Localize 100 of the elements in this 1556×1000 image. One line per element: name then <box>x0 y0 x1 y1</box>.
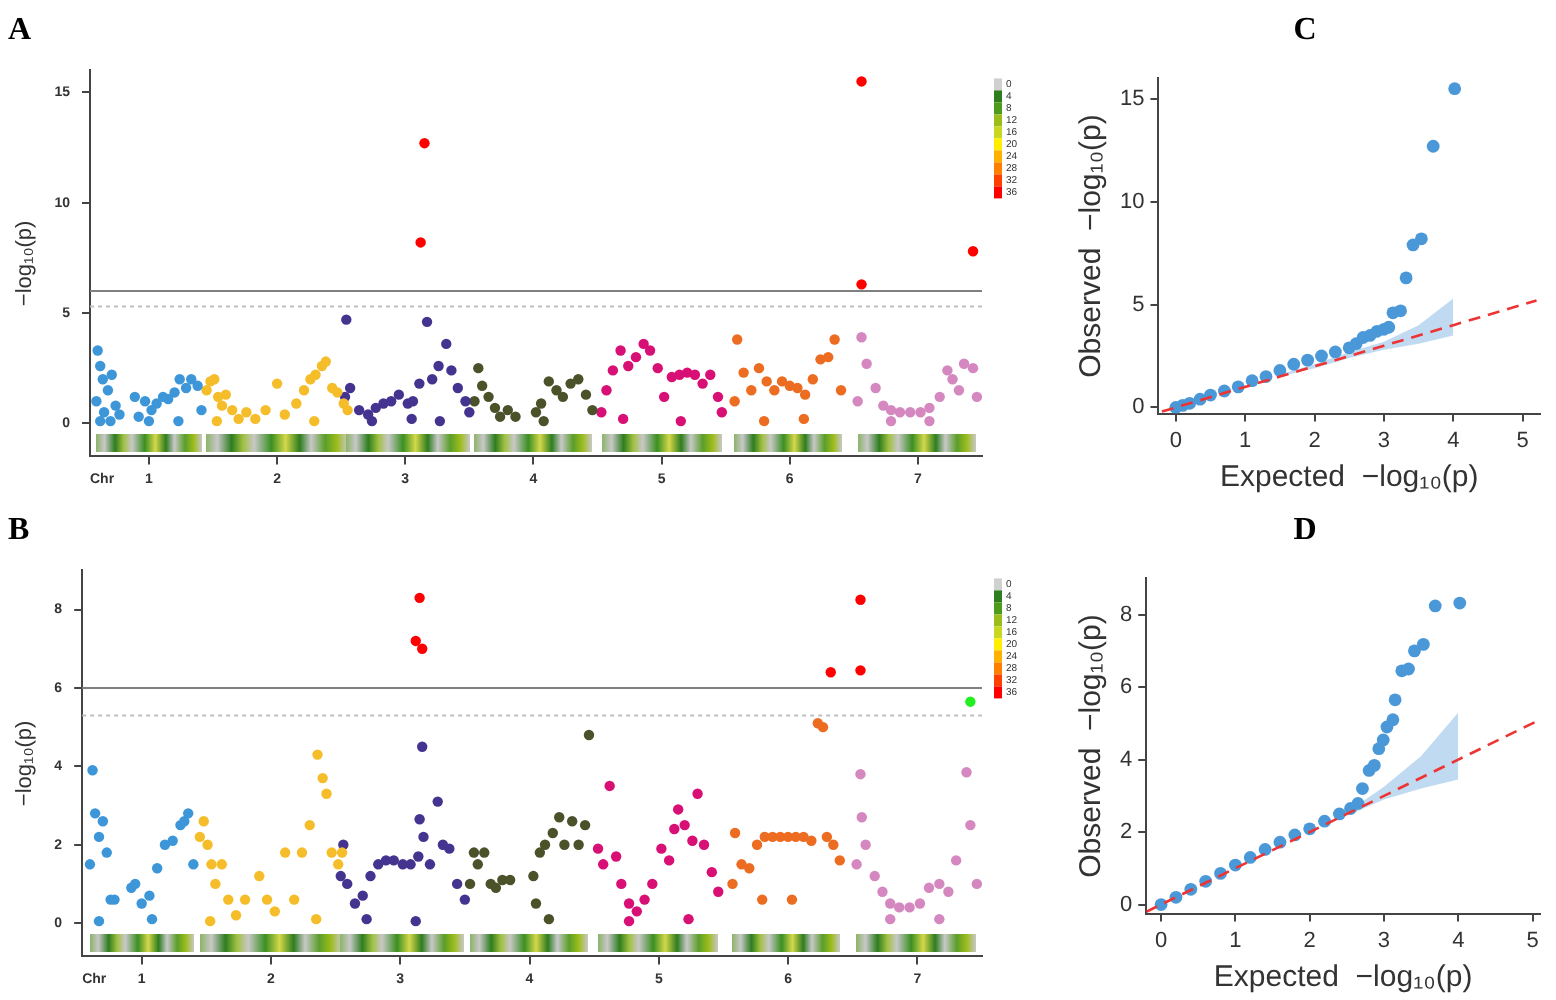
point <box>342 404 353 416</box>
point <box>186 374 197 385</box>
point <box>192 380 203 392</box>
point <box>336 847 348 858</box>
point <box>821 831 833 843</box>
point <box>1258 843 1272 856</box>
point <box>870 382 881 394</box>
point <box>923 882 935 894</box>
point <box>607 365 619 376</box>
point <box>697 378 708 389</box>
point <box>95 415 106 427</box>
point <box>732 334 743 345</box>
point <box>934 878 945 890</box>
point <box>204 915 216 927</box>
point <box>799 389 811 400</box>
point <box>289 894 300 905</box>
point <box>967 362 979 374</box>
point <box>971 878 982 890</box>
point <box>279 847 291 858</box>
point <box>610 851 622 862</box>
point <box>638 338 649 350</box>
point <box>1328 345 1342 359</box>
point <box>133 411 144 422</box>
point <box>365 870 376 882</box>
point <box>580 389 592 400</box>
point <box>464 878 476 890</box>
point <box>792 382 803 394</box>
point <box>321 788 332 799</box>
point <box>823 351 834 363</box>
point <box>669 823 680 835</box>
point <box>851 859 862 870</box>
point <box>860 839 871 850</box>
point <box>751 839 763 850</box>
point <box>129 391 141 403</box>
point <box>143 415 155 427</box>
point <box>835 385 847 396</box>
point <box>855 768 866 780</box>
x-tick-label: 0 <box>1154 928 1168 953</box>
point <box>304 819 315 831</box>
point <box>344 382 356 394</box>
point <box>924 402 935 414</box>
point <box>433 360 444 372</box>
point <box>332 859 344 870</box>
point <box>269 906 281 917</box>
point <box>417 643 428 654</box>
point <box>528 870 539 882</box>
chart-title: C <box>1293 13 1317 48</box>
point <box>223 894 234 905</box>
point <box>616 878 627 890</box>
point <box>183 808 194 819</box>
x-tick-label: 1 <box>1229 928 1242 953</box>
point <box>712 391 724 403</box>
point <box>341 314 352 325</box>
point <box>915 407 926 418</box>
point <box>349 898 361 909</box>
point <box>353 404 365 416</box>
point <box>1243 851 1257 864</box>
point <box>206 859 217 870</box>
point <box>942 365 953 376</box>
point <box>753 362 765 374</box>
point <box>260 404 271 416</box>
point <box>432 796 443 807</box>
point <box>91 396 102 407</box>
point <box>713 886 724 897</box>
point <box>1448 82 1462 96</box>
point <box>727 878 738 890</box>
point <box>241 407 252 418</box>
point <box>271 378 283 389</box>
point <box>173 415 184 427</box>
point <box>393 389 405 400</box>
point <box>413 851 424 862</box>
point <box>167 835 178 846</box>
point <box>604 780 615 792</box>
point <box>151 398 162 409</box>
point <box>357 890 368 901</box>
point <box>326 847 337 858</box>
point <box>424 859 436 870</box>
y-axis-title: Observed −log₁₀(p) <box>1074 614 1109 878</box>
point <box>87 765 98 776</box>
point <box>729 827 741 839</box>
point <box>418 831 429 843</box>
y-axis-title: −log₁₀(p) <box>13 220 38 307</box>
point <box>1394 304 1407 318</box>
point <box>298 385 310 396</box>
point <box>414 592 425 604</box>
point <box>623 360 634 372</box>
point <box>1426 139 1440 153</box>
point <box>136 898 147 909</box>
point <box>647 878 658 890</box>
point <box>1356 782 1369 795</box>
point <box>261 894 273 905</box>
point <box>746 385 757 396</box>
point <box>967 246 979 257</box>
point <box>469 396 480 407</box>
point <box>451 878 463 890</box>
point <box>905 407 916 418</box>
chart-title: B <box>8 513 30 548</box>
point <box>483 391 494 403</box>
point <box>1351 797 1365 810</box>
point <box>798 831 809 843</box>
